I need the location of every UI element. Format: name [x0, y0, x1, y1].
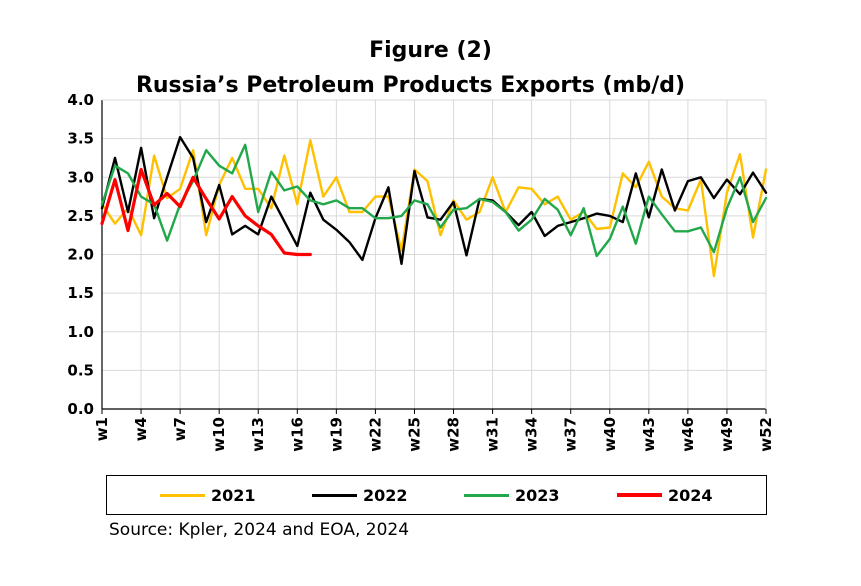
- x-tick-label: w7: [171, 417, 189, 441]
- x-tick-label: w43: [640, 417, 658, 452]
- legend-swatch-2022: [312, 493, 357, 497]
- y-tick-label: 3.0: [67, 168, 94, 186]
- x-tick-label: w19: [327, 417, 345, 452]
- series-line-2024: [100, 167, 312, 257]
- x-tick-label: w13: [249, 417, 267, 452]
- legend-label-2021: 2021: [211, 485, 256, 505]
- y-tick-label: 3.5: [67, 130, 94, 148]
- y-tick-label: 2.0: [67, 246, 94, 264]
- x-tick-label: w46: [679, 417, 697, 452]
- x-tick-label: w25: [405, 417, 423, 452]
- y-tick-label: 4.0: [67, 91, 94, 109]
- x-tick-label: w52: [757, 417, 775, 452]
- legend-item-2024: 2024: [617, 484, 713, 506]
- y-tick-label: 0.0: [67, 400, 94, 418]
- x-tick-label: w28: [445, 417, 463, 452]
- legend-label-2022: 2022: [363, 485, 408, 505]
- x-tick-label: w4: [132, 417, 150, 441]
- x-tick-label: w40: [601, 417, 619, 452]
- legend-item-2022: 2022: [312, 484, 408, 506]
- x-tick-label: w10: [210, 417, 228, 452]
- x-tick-label: w16: [288, 417, 306, 452]
- y-tick-label: 0.5: [67, 361, 94, 379]
- series-line-2023: [100, 143, 768, 258]
- x-tick-label: w31: [484, 417, 502, 452]
- chart-title-line2: Russia’s Petroleum Products Exports (mb/…: [135, 73, 686, 98]
- legend-label-2023: 2023: [515, 485, 560, 505]
- x-tick-label: w22: [366, 417, 384, 452]
- chart-title-line1: Figure (2): [369, 38, 492, 63]
- y-tick-label: 2.5: [67, 207, 94, 225]
- legend-item-2023: 2023: [464, 484, 560, 506]
- chart-legend: 2021 2022 2023 2024: [106, 475, 767, 515]
- legend-item-2021: 2021: [160, 484, 256, 506]
- legend-swatch-2024: [617, 493, 662, 497]
- y-tick-label: 1.0: [67, 323, 94, 341]
- x-tick-label: w1: [93, 417, 111, 441]
- x-tick-label: w37: [562, 417, 580, 452]
- source-note: Source: Kpler, 2024 and EOA, 2024: [109, 520, 410, 540]
- y-tick-label: 1.5: [67, 284, 94, 302]
- legend-swatch-2023: [464, 493, 509, 497]
- x-tick-label: w49: [718, 417, 736, 452]
- series-line-2022: [100, 135, 768, 265]
- x-tick-label: w34: [523, 417, 541, 452]
- legend-label-2024: 2024: [668, 485, 713, 505]
- legend-swatch-2021: [160, 493, 205, 497]
